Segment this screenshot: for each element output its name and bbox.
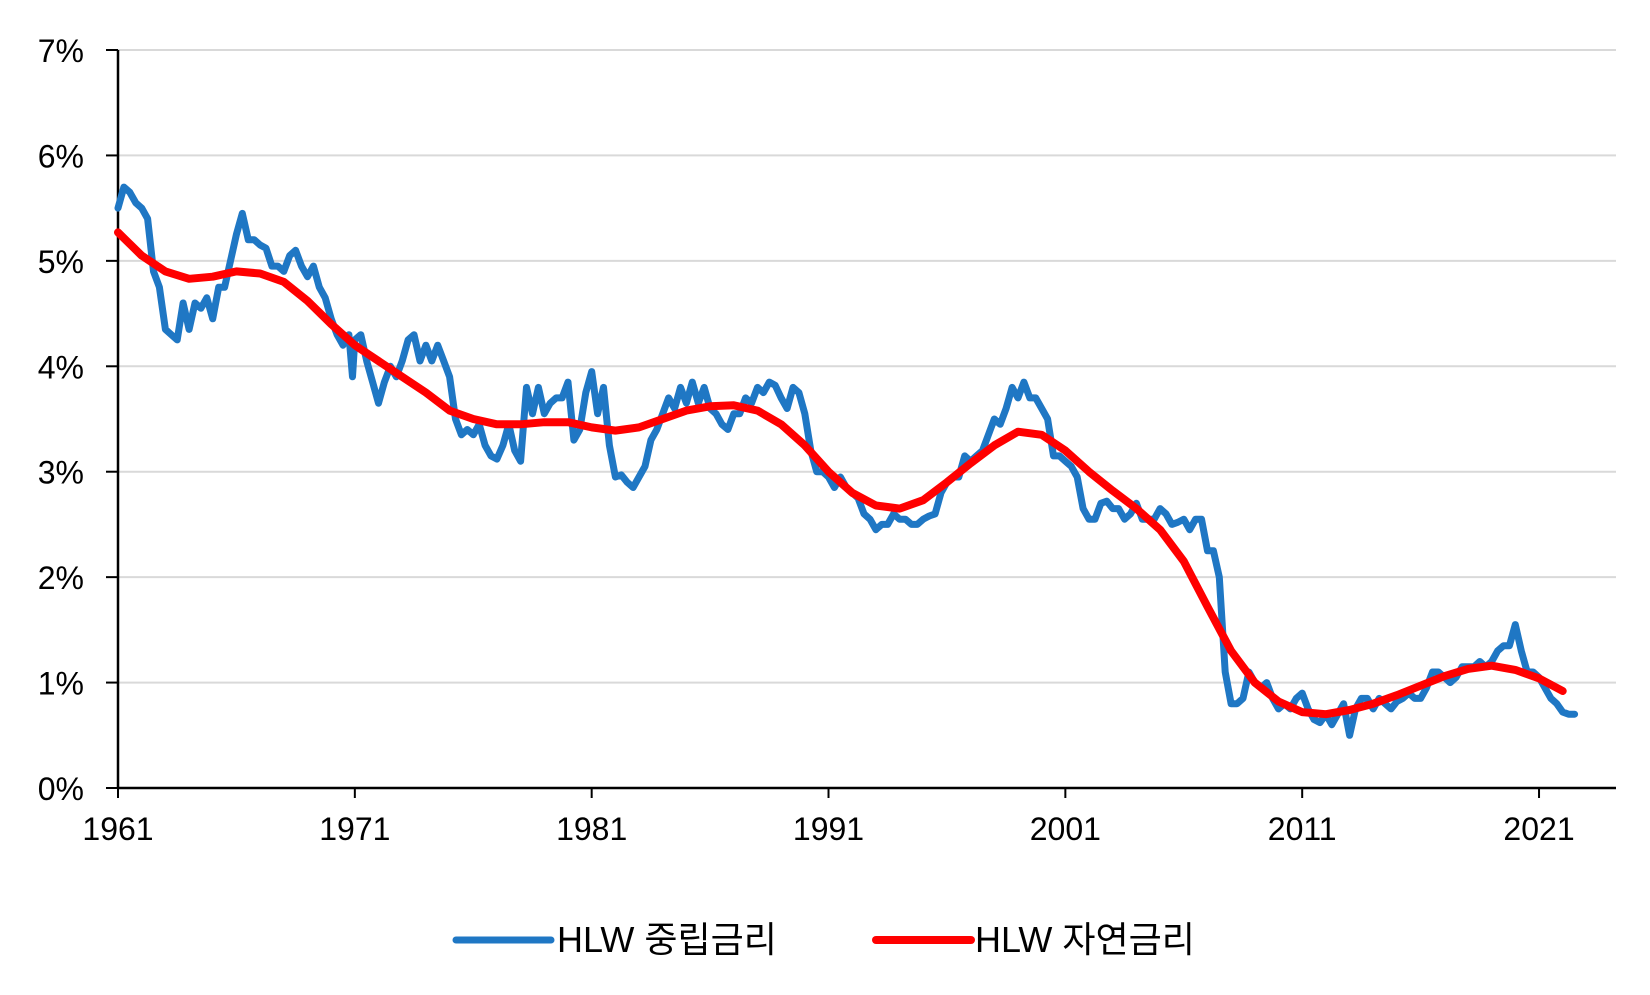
x-tick-label: 2001 — [1030, 811, 1101, 847]
y-tick-label: 4% — [38, 349, 84, 385]
legend-label-1: HLW 중립금리 — [557, 919, 777, 960]
y-tick-label: 6% — [38, 138, 84, 174]
y-tick-label: 2% — [38, 560, 84, 596]
axes: 0% 1% 2% 3% 4% 5% 6% 7% 1961 1971 1981 1991 2001 2011… — [38, 33, 1616, 847]
y-tick-label: 0% — [38, 771, 84, 807]
series-line-1 — [114, 183, 1579, 739]
x-tick-label: 1961 — [82, 811, 153, 847]
y-tick-label: 7% — [38, 33, 84, 69]
x-tick-label: 1991 — [793, 811, 864, 847]
x-tick-label: 1971 — [319, 811, 390, 847]
legend: HLW 중립금리 HLW 자연금리 — [452, 919, 1195, 960]
x-tick-label: 2011 — [1268, 811, 1337, 847]
y-tick-label: 1% — [38, 666, 84, 702]
y-tick-label: 3% — [38, 455, 84, 491]
x-tick-label: 1981 — [556, 811, 627, 847]
series-lines — [114, 183, 1579, 739]
x-tick-label: 2021 — [1503, 811, 1574, 847]
y-tick-label: 5% — [38, 244, 84, 280]
gridlines — [118, 49, 1616, 684]
series-line-2 — [114, 228, 1567, 719]
legend-label-2: HLW 자연금리 — [975, 919, 1195, 960]
